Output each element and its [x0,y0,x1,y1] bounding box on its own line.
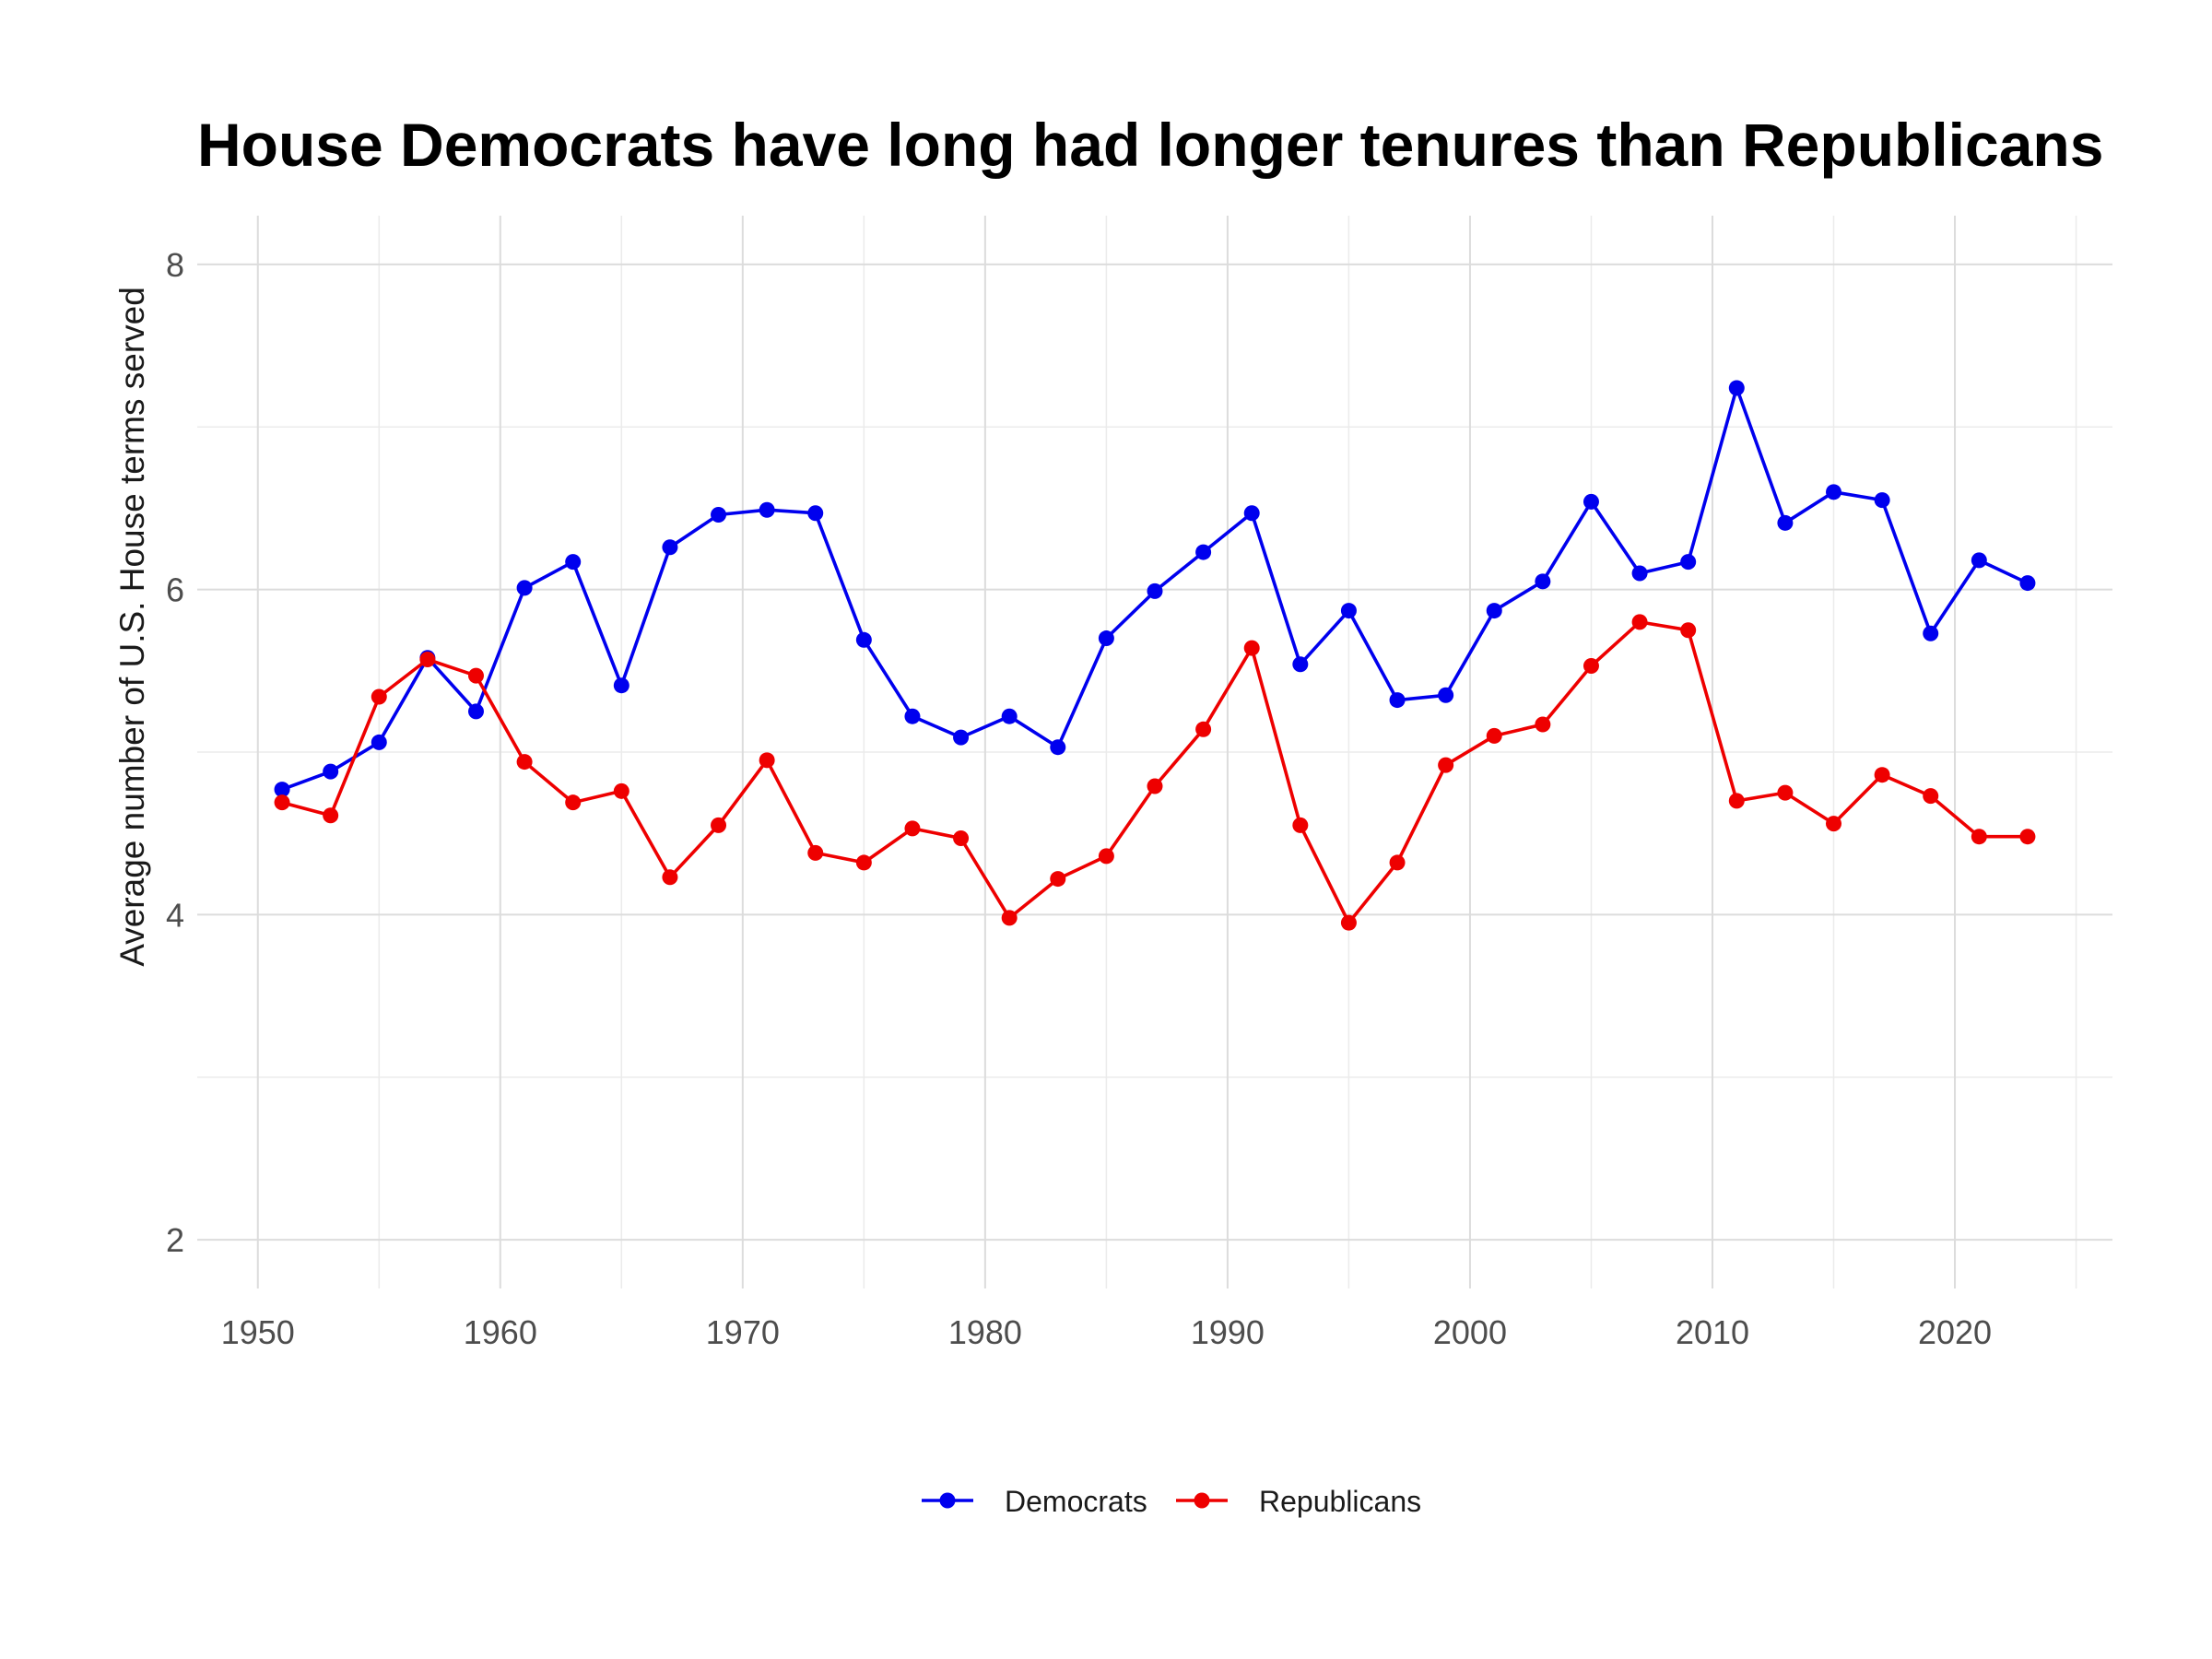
x-tick-label: 1980 [948,1313,1022,1351]
data-point-republicans [419,651,436,667]
data-point-democrats [613,677,629,694]
x-tick-label: 1960 [464,1313,537,1351]
data-point-democrats [2019,575,2036,592]
data-point-democrats [1535,573,1551,590]
x-axis: 1950 1960 1970 1980 1990 2000 2010 2020 [221,1313,1992,1351]
data-point-republicans [1631,614,1648,630]
data-point-democrats [1243,505,1260,522]
data-point-democrats [662,539,678,556]
data-point-republicans [1340,914,1357,931]
y-tick-label: 2 [166,1221,184,1259]
data-point-republicans [371,688,387,705]
data-point-republicans [323,807,339,824]
data-point-democrats [274,782,290,798]
data-point-democrats [1923,625,1939,641]
data-point-republicans [565,794,582,811]
data-point-republicans [1389,854,1406,871]
legend-label-democrats: Democrats [1005,1485,1147,1518]
data-point-democrats [467,703,484,720]
x-tick-label: 1990 [1191,1313,1265,1351]
data-point-democrats [855,631,872,648]
x-tick-label: 2010 [1676,1313,1749,1351]
data-point-republicans [1826,816,1842,832]
y-axis-title: Average number of U.S. House terms serve… [113,287,151,967]
y-axis: 2 4 6 8 [166,246,184,1259]
data-point-republicans [516,754,533,771]
data-point-republicans [904,820,921,837]
data-point-republicans [1050,871,1066,888]
legend-label-republicans: Republicans [1259,1485,1421,1518]
data-point-democrats [1874,492,1890,509]
data-point-democrats [1486,603,1502,619]
data-point-republicans [1486,727,1502,744]
data-point-republicans [1243,640,1260,656]
data-point-democrats [1971,552,1987,569]
plot-series [274,380,2036,931]
data-point-democrats [1777,514,1794,531]
data-point-republicans [1292,817,1309,833]
data-point-republicans [1001,910,1018,926]
data-point-republicans [953,830,970,846]
legend-key-point-republicans [1194,1492,1210,1509]
y-tick-label: 4 [166,896,184,934]
data-point-republicans [1583,658,1599,675]
data-point-democrats [1340,603,1357,619]
x-tick-label: 2000 [1433,1313,1507,1351]
grid [197,216,2112,1288]
data-point-democrats [1631,565,1648,582]
data-point-democrats [1583,493,1599,510]
data-point-democrats [807,505,824,522]
data-point-republicans [1728,793,1745,809]
x-tick-label: 1950 [221,1313,295,1351]
data-point-democrats [953,729,970,746]
data-point-republicans [1535,716,1551,733]
data-point-democrats [516,580,533,596]
data-point-republicans [1680,622,1697,639]
data-point-republicans [1147,778,1163,794]
data-point-republicans [1923,788,1939,805]
data-point-democrats [1680,554,1697,571]
data-point-republicans [807,844,824,861]
legend-key-point-democrats [939,1492,956,1509]
data-point-republicans [855,854,872,871]
data-point-democrats [371,734,387,750]
x-tick-label: 1970 [706,1313,780,1351]
data-point-republicans [274,794,290,811]
series-line-republicans [281,620,2028,925]
data-point-republicans [1971,829,1987,845]
data-point-democrats [1728,380,1745,396]
data-point-republicans [1874,767,1890,783]
data-point-republicans [2019,829,2036,845]
data-point-republicans [1195,721,1212,737]
data-point-democrats [323,763,339,780]
data-point-democrats [1826,484,1842,500]
data-point-democrats [904,708,921,724]
data-point-republicans [1098,848,1114,865]
data-point-democrats [1389,692,1406,709]
data-point-democrats [565,554,582,571]
data-point-democrats [1050,739,1066,756]
data-point-democrats [759,501,775,518]
chart-title: House Democrats have long had longer ten… [197,111,2103,179]
data-point-democrats [1292,656,1309,673]
data-point-republicans [467,667,484,684]
data-point-republicans [1438,757,1454,773]
x-tick-label: 2020 [1918,1313,1992,1351]
y-tick-label: 6 [166,571,184,609]
data-point-republicans [759,752,775,769]
y-tick-label: 8 [166,246,184,284]
data-point-democrats [1438,687,1454,703]
data-point-democrats [1098,630,1114,647]
data-point-republicans [613,782,629,799]
data-point-democrats [711,507,727,524]
data-point-democrats [1147,582,1163,599]
data-point-republicans [711,817,727,833]
data-point-republicans [1777,784,1794,801]
data-point-republicans [662,869,678,886]
legend: Democrats Republicans [922,1485,1421,1518]
data-point-democrats [1001,708,1018,724]
data-point-democrats [1195,544,1212,560]
